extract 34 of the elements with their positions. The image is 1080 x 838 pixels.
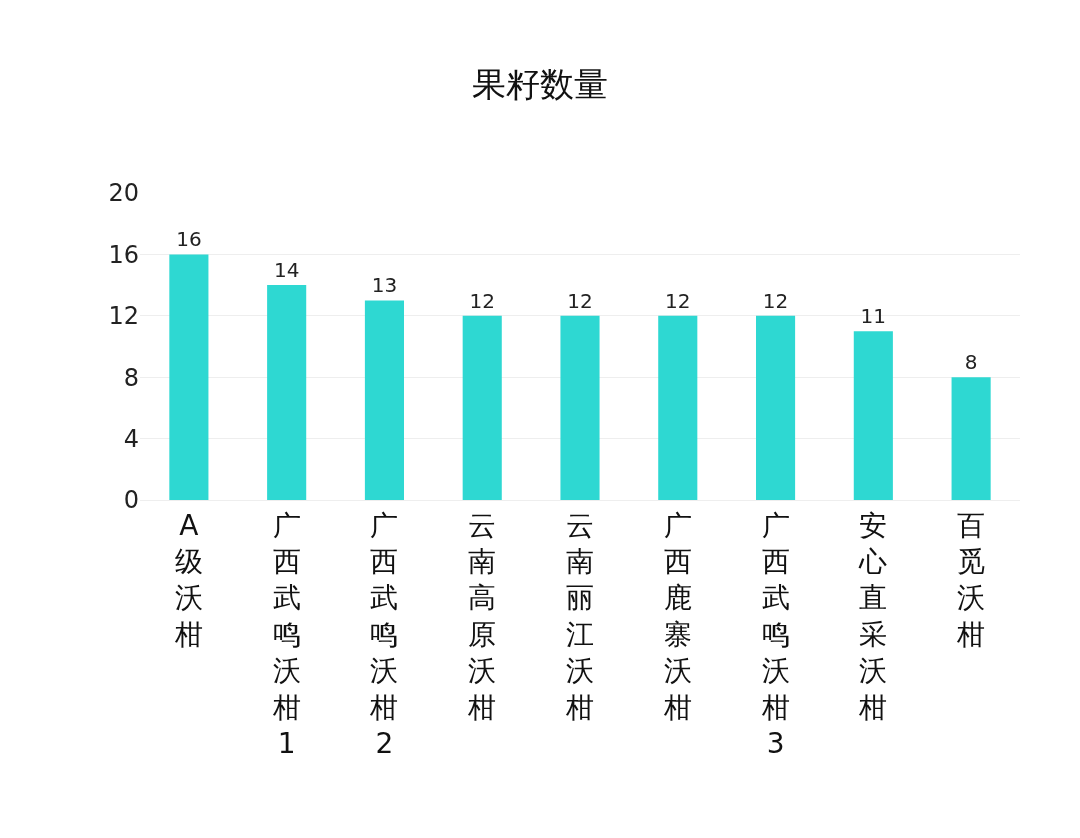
y-tick-label: 20 — [108, 179, 139, 208]
y-tick-label: 8 — [123, 363, 139, 392]
x-tick-label: 广西武鸣沃柑1 — [271, 508, 301, 760]
bar — [462, 315, 502, 500]
data-label: 12 — [567, 288, 593, 313]
data-label: 12 — [762, 288, 789, 313]
x-tick-label: 广西武鸣沃柑3 — [760, 508, 790, 760]
y-tick-label: 4 — [123, 425, 139, 453]
bar — [267, 285, 307, 500]
y-tick-label: 0 — [123, 486, 139, 515]
bar — [560, 315, 600, 500]
bar — [169, 254, 209, 500]
data-label: 11 — [860, 304, 887, 329]
x-tick-label: 百觅沃柑 — [956, 508, 986, 651]
x-tick-label: 安心直采沃柑 — [858, 508, 888, 724]
x-tick-label: 云南高原沃柑 — [467, 508, 497, 724]
y-tick-label: 12 — [108, 302, 139, 331]
bar — [364, 300, 404, 500]
bar — [756, 315, 796, 500]
data-label: 12 — [665, 288, 691, 313]
y-tick-label: 16 — [108, 240, 139, 269]
data-label: 14 — [273, 258, 300, 283]
x-tick-label: A级沃柑 — [173, 508, 203, 651]
chart-title: 果籽数量 — [472, 63, 608, 104]
data-label: 8 — [964, 350, 978, 375]
bar — [658, 315, 698, 500]
data-label: 13 — [371, 273, 398, 298]
data-label: 12 — [469, 288, 495, 313]
data-label: 16 — [176, 227, 202, 252]
x-tick-label: 广西鹿寨沃柑 — [662, 508, 692, 724]
x-tick-label: 广西武鸣沃柑2 — [369, 508, 399, 760]
bar — [853, 331, 893, 500]
x-tick-label: 云南丽江沃柑 — [565, 508, 594, 724]
bar — [951, 377, 991, 500]
